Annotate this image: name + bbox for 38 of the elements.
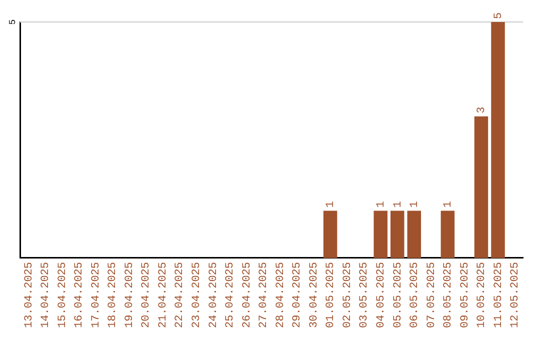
x-tick-label: 03.05.2025: [358, 262, 371, 328]
x-tick-label: 02.05.2025: [342, 262, 354, 328]
x-tick-label: 20.04.2025: [140, 262, 153, 328]
data-label: 5: [492, 12, 505, 19]
x-tick-label: 13.04.2025: [23, 262, 36, 328]
x-tick-label: 07.05.2025: [426, 262, 438, 328]
data-label: 1: [409, 200, 422, 208]
data-label: 3: [476, 106, 488, 114]
x-tick-label: 06.05.2025: [409, 262, 422, 328]
x-tick-label: 28.04.2025: [274, 262, 287, 328]
data-label: 1: [392, 200, 404, 208]
x-tick-label: 04.05.2025: [376, 262, 388, 328]
data-label: 1: [376, 200, 388, 208]
x-tick-label: 23.04.2025: [191, 262, 204, 328]
x-tick-label: 30.04.2025: [308, 262, 320, 328]
x-tick-label: 15.04.2025: [56, 262, 69, 328]
x-tick-label: 26.04.2025: [241, 262, 254, 328]
x-tick-label: 29.04.2025: [292, 262, 304, 328]
x-tick-label: 19.04.2025: [124, 262, 136, 328]
x-tick-label: 10.05.2025: [476, 262, 488, 328]
x-tick-label: 08.05.2025: [442, 262, 455, 328]
x-tick-label: 18.04.2025: [107, 262, 120, 328]
x-tick-label: 25.04.2025: [224, 262, 237, 328]
x-tick-label: 09.05.2025: [459, 262, 472, 328]
x-tick-label: 01.05.2025: [325, 262, 338, 328]
x-tick-label: 16.04.2025: [74, 262, 86, 328]
data-label: 1: [442, 200, 455, 208]
x-tick-label: 14.04.2025: [40, 262, 52, 328]
x-tick-label: 12.05.2025: [510, 262, 522, 328]
x-tick-label: 24.04.2025: [208, 262, 220, 328]
x-tick-label: 27.04.2025: [258, 262, 270, 328]
x-tick-label: 17.04.2025: [90, 262, 102, 328]
x-tick-label: 05.05.2025: [392, 262, 404, 328]
x-tick-label: 22.04.2025: [174, 262, 186, 328]
data-label: 1: [325, 200, 338, 208]
x-tick-label: 11.05.2025: [492, 262, 505, 328]
ref-line-label: 5: [8, 19, 18, 25]
x-tick-label: 21.04.2025: [157, 262, 170, 328]
